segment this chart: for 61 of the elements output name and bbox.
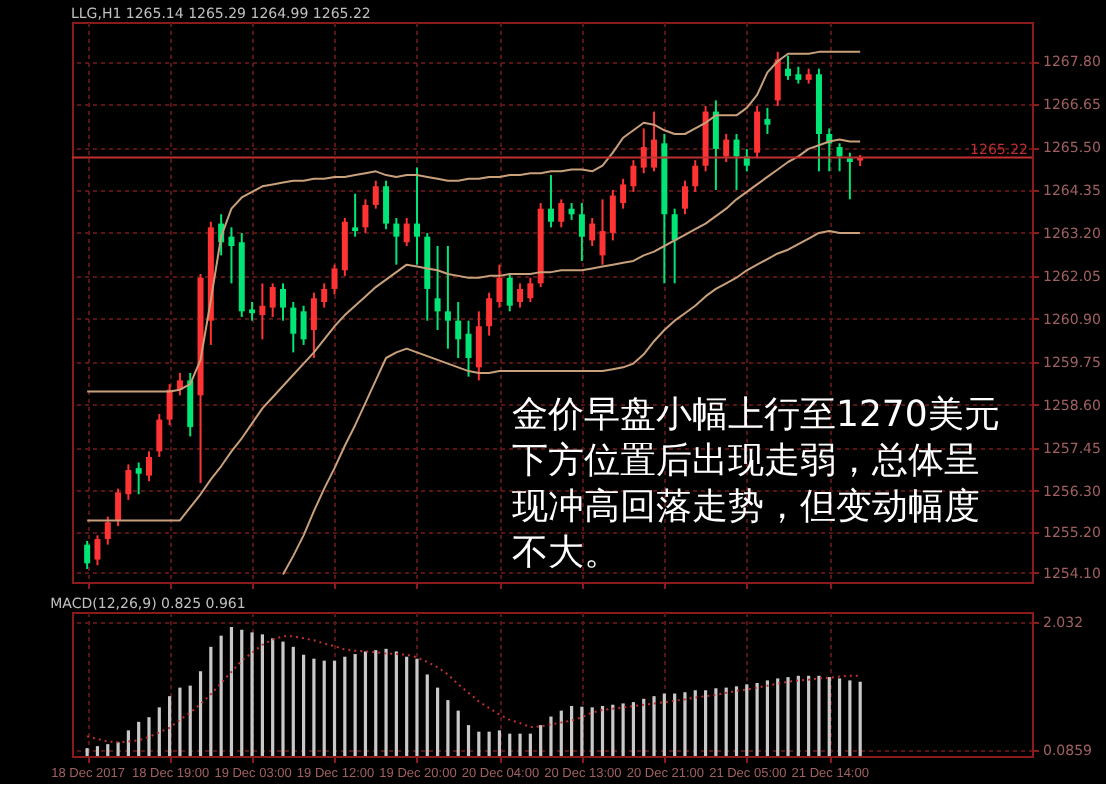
candlestick [754, 105, 761, 160]
candlestick [764, 106, 771, 135]
candlestick [506, 273, 513, 313]
candlestick [300, 304, 307, 346]
candlestick [166, 383, 173, 427]
candlestick [434, 245, 441, 331]
candlestick [527, 276, 534, 303]
candlestick [496, 263, 503, 309]
annotation: 金价早盘小幅上行至1270美元下方位置后出现走弱，总体呈现冲高回落走势，但变动幅度不大。 [512, 394, 1000, 574]
candlestick [517, 282, 524, 309]
candlestick [372, 179, 379, 210]
candlestick [475, 310, 482, 382]
candlestick [125, 463, 132, 501]
candlestick [135, 461, 142, 496]
candlestick [486, 291, 493, 337]
candlestick [455, 301, 462, 359]
candlestick [321, 282, 328, 309]
candlestick [146, 450, 152, 483]
candlestick [310, 291, 317, 359]
candlestick [84, 539, 91, 570]
candlestick [723, 133, 730, 163]
candlestick [176, 371, 183, 397]
candlestick [269, 282, 276, 318]
candlestick [115, 487, 122, 527]
candlestick [620, 177, 627, 210]
candlestick [609, 189, 616, 242]
candlestick [249, 301, 256, 322]
candlestick [681, 179, 688, 216]
candlestick [712, 99, 719, 191]
candlestick [279, 282, 286, 322]
candlestick [630, 159, 637, 193]
candlestick [465, 319, 472, 378]
candlestick [290, 301, 297, 354]
candlestick [733, 133, 740, 191]
candlestick [599, 198, 606, 266]
candlestick [547, 174, 554, 229]
candlestick [671, 207, 678, 285]
candlestick [331, 263, 338, 296]
candlestick [393, 217, 400, 266]
candlestick [259, 282, 266, 341]
candlestick [403, 217, 410, 247]
candlestick [383, 179, 390, 231]
candlestick [692, 159, 699, 193]
candlestick [94, 534, 101, 567]
candlestick [589, 217, 596, 247]
candlestick [774, 50, 781, 107]
candlestick [413, 166, 420, 266]
candlestick [228, 226, 235, 285]
candlestick [558, 198, 565, 229]
candlestick [187, 371, 194, 438]
candlestick [640, 127, 647, 175]
candlestick [651, 110, 658, 173]
candlestick [352, 192, 359, 238]
line-series [86, 635, 862, 744]
candlestick [578, 202, 585, 262]
candlestick [156, 413, 163, 458]
candlestick [444, 245, 451, 350]
candlestick [104, 515, 111, 546]
candlestick [785, 54, 792, 81]
candlestick [836, 142, 843, 173]
candlestick [362, 198, 369, 234]
